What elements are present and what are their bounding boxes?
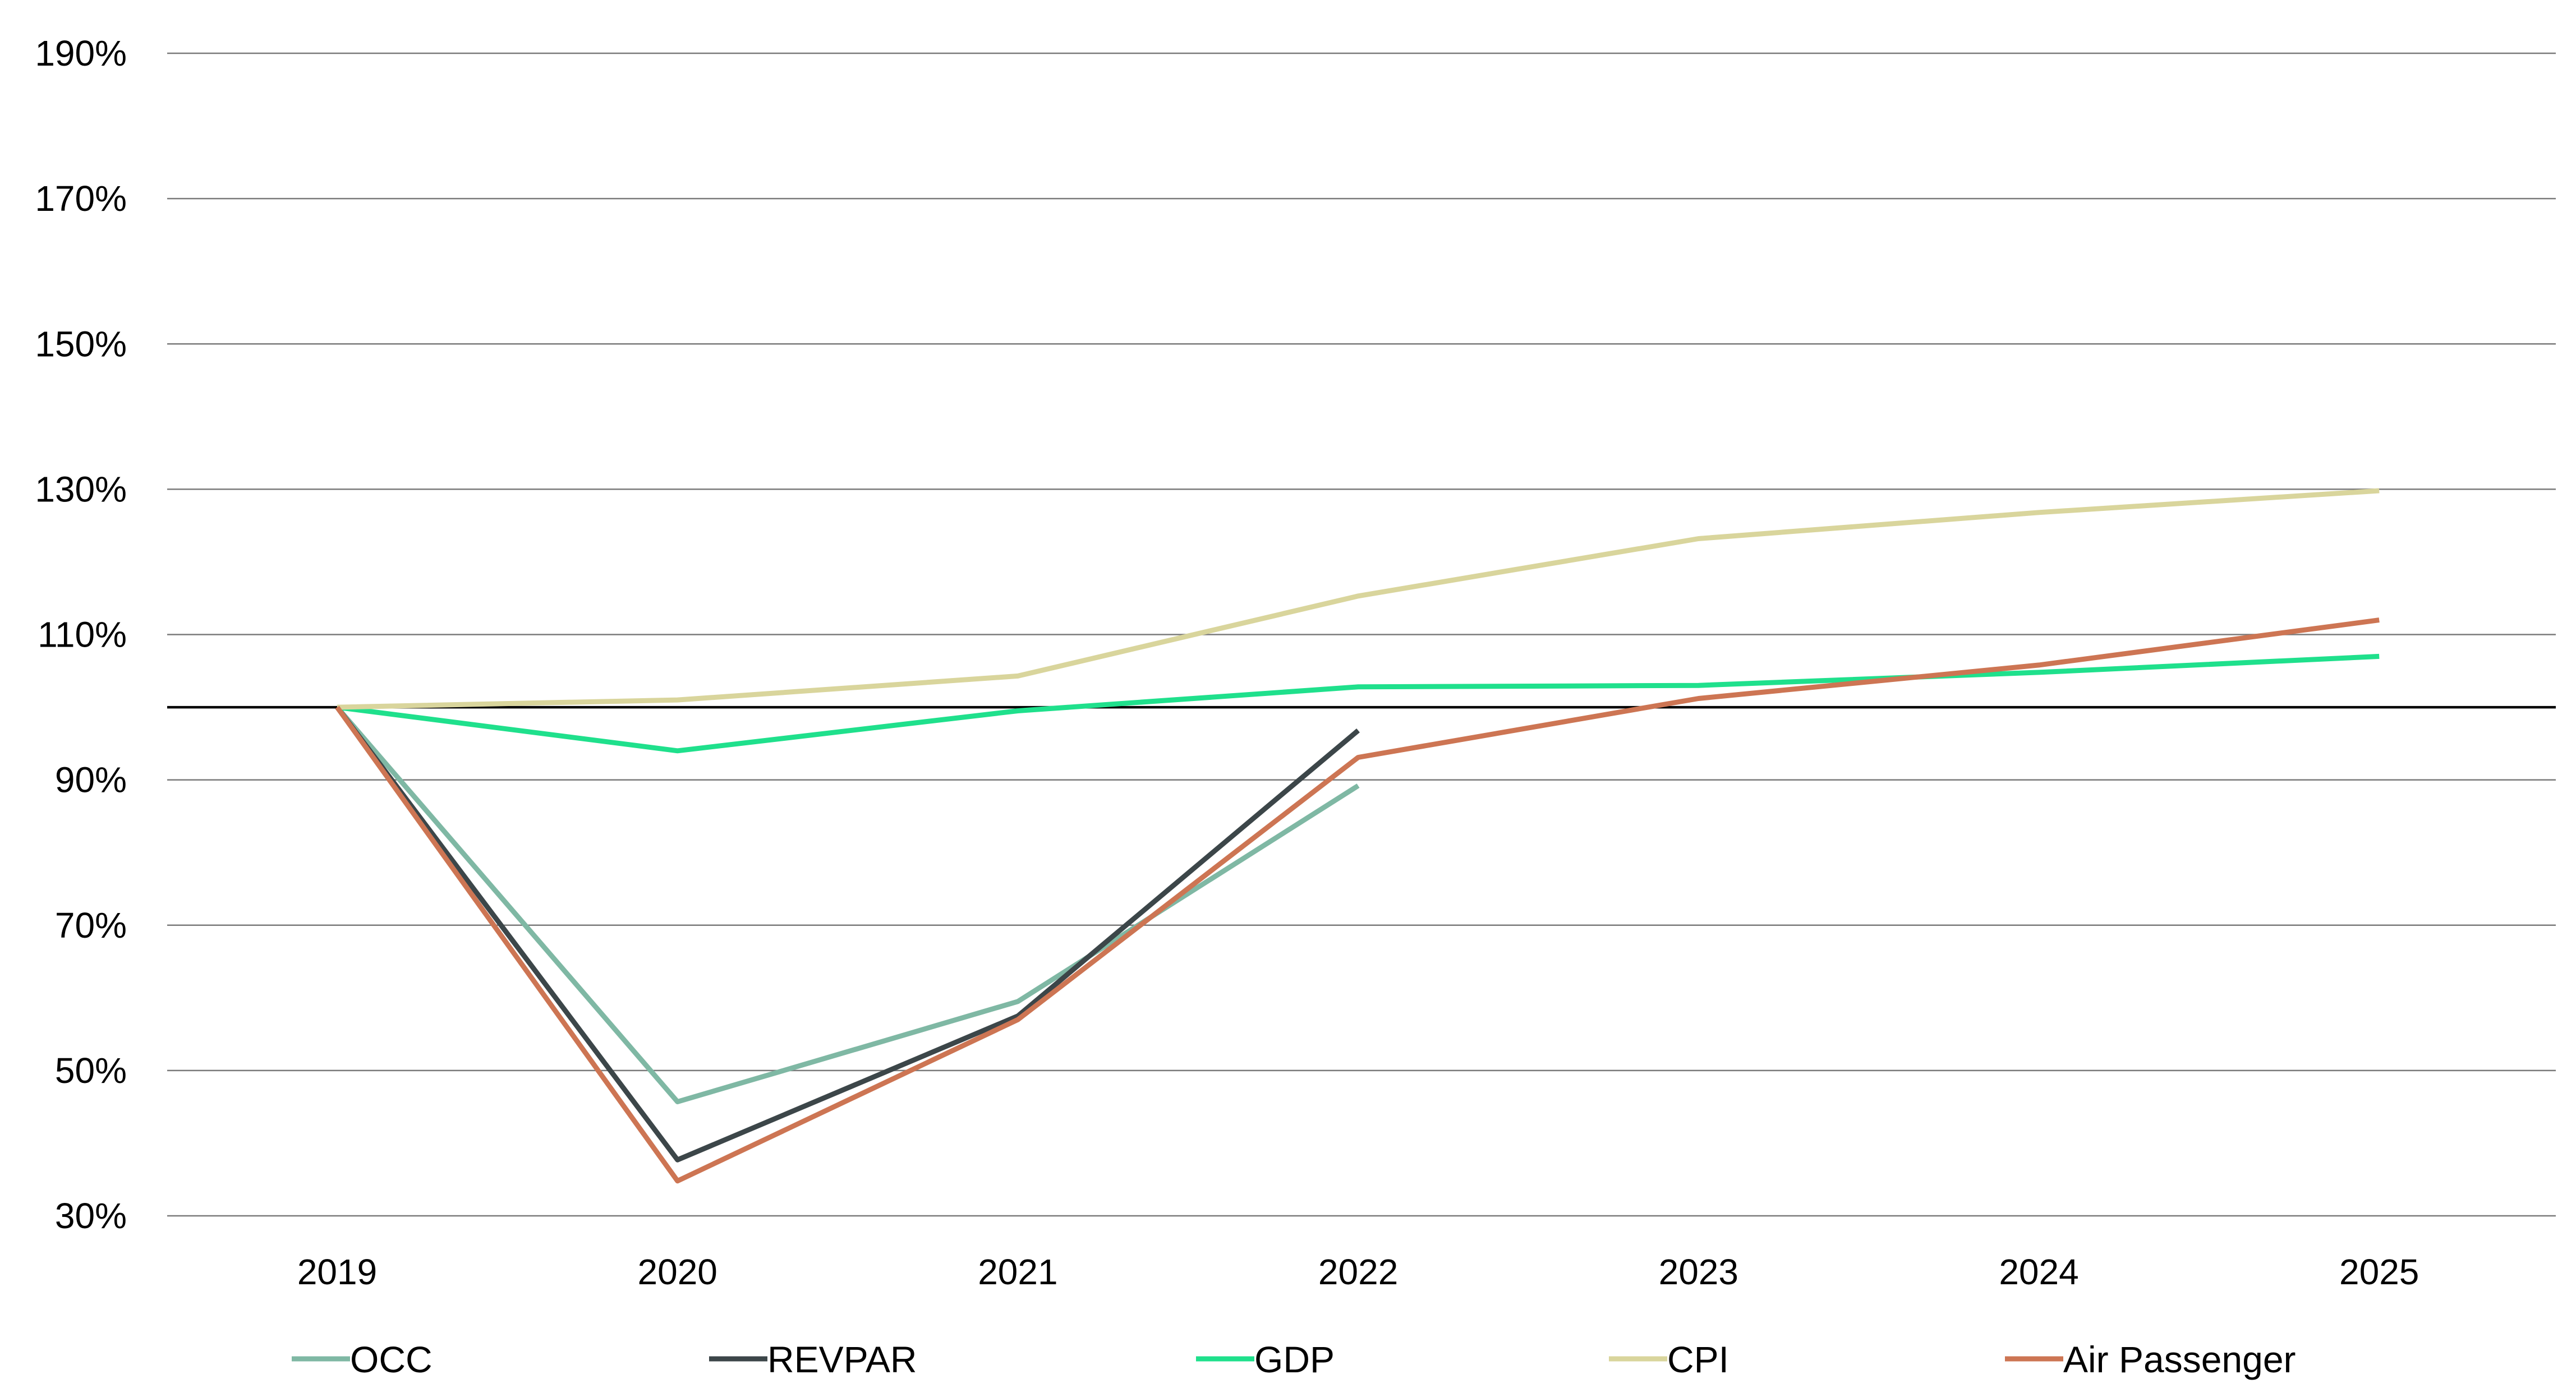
y-tick-label: 50% bbox=[55, 1050, 127, 1091]
y-tick-label: 90% bbox=[55, 760, 127, 800]
series-line-revpar bbox=[335, 705, 1360, 1163]
legend-item-gdp: GDP bbox=[1196, 1339, 1335, 1380]
x-axis-tick-labels: 2019 2020 2021 2022 2023 2024 2025 bbox=[297, 1252, 2419, 1292]
x-tick-label: 2021 bbox=[978, 1252, 1057, 1292]
y-tick-label: 130% bbox=[35, 469, 127, 509]
legend-label: Air Passenger bbox=[2063, 1339, 2296, 1380]
y-tick-label: 170% bbox=[35, 178, 127, 219]
x-tick-label: 2022 bbox=[1318, 1252, 1398, 1292]
y-tick-label: 110% bbox=[38, 615, 127, 655]
series-line-air-passenger bbox=[335, 617, 2380, 1184]
series-line-gdp bbox=[337, 653, 2380, 754]
legend-label: OCC bbox=[350, 1339, 433, 1380]
y-tick-label: 190% bbox=[35, 33, 127, 73]
y-tick-label: 70% bbox=[55, 905, 127, 946]
series-line-occ bbox=[335, 705, 1360, 1105]
x-tick-label: 2025 bbox=[2339, 1252, 2419, 1292]
series-line-cpi bbox=[337, 488, 2380, 710]
x-tick-label: 2020 bbox=[638, 1252, 717, 1292]
y-tick-label: 150% bbox=[35, 324, 127, 364]
legend: OCC REVPAR GDP CPI Air Passenger bbox=[292, 1339, 2296, 1380]
y-tick-label: 30% bbox=[55, 1196, 127, 1236]
legend-label: CPI bbox=[1667, 1339, 1729, 1380]
series-lines bbox=[335, 488, 2380, 1184]
legend-label: REVPAR bbox=[767, 1339, 917, 1380]
x-tick-label: 2019 bbox=[297, 1252, 377, 1292]
x-tick-label: 2023 bbox=[1659, 1252, 1738, 1292]
legend-item-cpi: CPI bbox=[1609, 1339, 1729, 1380]
gridlines bbox=[167, 52, 2556, 1217]
legend-item-occ: OCC bbox=[292, 1339, 433, 1380]
legend-item-revpar: REVPAR bbox=[709, 1339, 917, 1380]
legend-item-air-passenger: Air Passenger bbox=[2005, 1339, 2296, 1380]
y-axis-tick-labels: 30% 50% 70% 90% 110% 130% 150% 170% 190% bbox=[35, 33, 127, 1236]
x-tick-label: 2024 bbox=[1999, 1252, 2078, 1292]
legend-label: GDP bbox=[1254, 1339, 1335, 1380]
